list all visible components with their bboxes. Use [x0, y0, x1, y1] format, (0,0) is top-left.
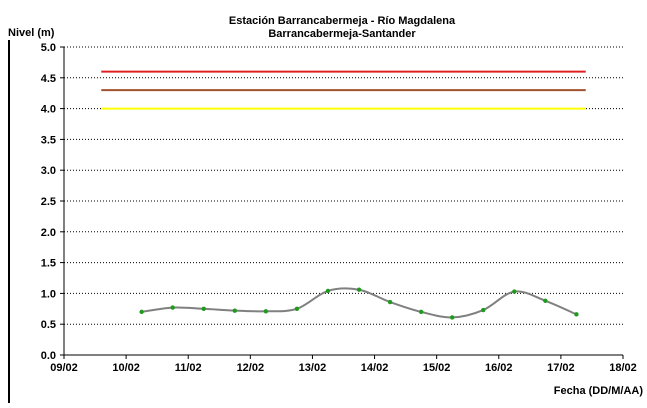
x-tick-label-1: 10/02	[112, 362, 140, 374]
x-tick-label-8: 17/02	[547, 362, 575, 374]
data-point-3	[233, 308, 237, 312]
x-tick-label-4: 13/02	[299, 362, 327, 374]
y-tick-label-6: 3.0	[41, 165, 56, 177]
data-point-7	[357, 288, 361, 292]
data-point-6	[326, 289, 330, 293]
x-axis-label: Fecha (DD/M/AA)	[554, 385, 644, 397]
y-tick-label-5: 2.5	[41, 196, 56, 208]
chart-subtitle: Barrancabermeja-Santander	[268, 28, 416, 40]
data-point-4	[264, 309, 268, 313]
y-axis-label: Nivel (m)	[8, 27, 55, 39]
x-tick-label-6: 15/02	[423, 362, 451, 374]
y-tick-label-1: 0.5	[41, 319, 56, 331]
data-point-14	[574, 312, 578, 316]
chart-title: Estación Barrancabermeja - Río Magdalena	[229, 15, 456, 27]
data-point-8	[388, 300, 392, 304]
data-point-2	[202, 307, 206, 311]
y-tick-label-0: 0.0	[41, 350, 56, 362]
x-tick-label-9: 18/02	[609, 362, 637, 374]
x-tick-label-2: 11/02	[175, 362, 202, 374]
y-tick-label-7: 3.5	[41, 134, 56, 146]
y-tick-label-8: 4.0	[41, 104, 56, 116]
data-point-1	[170, 305, 174, 309]
x-tick-label-0: 09/02	[50, 362, 78, 374]
data-point-5	[295, 307, 299, 311]
y-tick-label-3: 1.5	[41, 258, 56, 270]
data-point-9	[419, 310, 423, 314]
data-point-10	[450, 315, 454, 319]
y-tick-label-9: 4.5	[41, 73, 56, 85]
y-tick-label-4: 2.0	[41, 227, 56, 239]
data-point-0	[139, 310, 143, 314]
x-tick-label-5: 14/02	[361, 362, 389, 374]
data-point-12	[512, 289, 516, 293]
x-tick-label-3: 12/02	[237, 362, 265, 374]
y-tick-label-10: 5.0	[41, 42, 56, 54]
data-point-11	[481, 308, 485, 312]
data-point-13	[543, 299, 547, 303]
outer-border-left	[8, 40, 10, 403]
x-tick-label-7: 16/02	[485, 362, 513, 374]
y-tick-label-2: 1.0	[41, 288, 56, 300]
